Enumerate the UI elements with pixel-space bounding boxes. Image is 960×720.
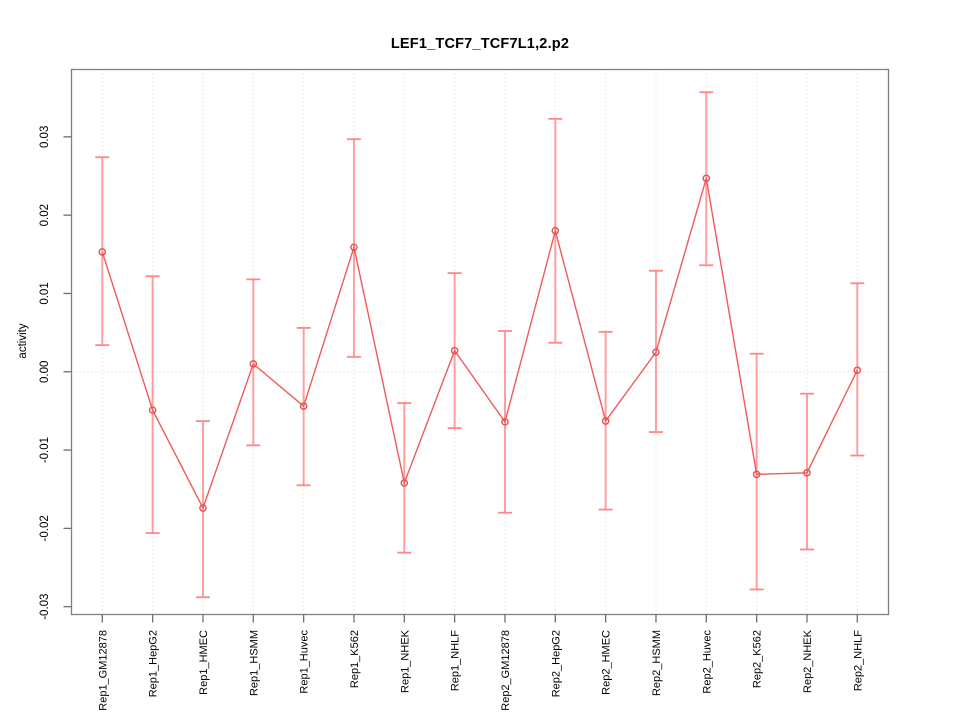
data-point <box>551 227 560 235</box>
x-tick-label: Rep2_HSMM <box>651 630 663 696</box>
y-axis: -0.03 -0.02 -0.01 0.00 0.01 0.02 0.03 <box>39 126 72 620</box>
y-tick-label: 0.00 <box>39 361 51 383</box>
gridlines <box>71 69 889 615</box>
plot-border <box>70 68 890 616</box>
data-point <box>652 348 660 356</box>
y-tick-label: -0.03 <box>39 594 51 620</box>
y-tick-label: 0.02 <box>39 204 51 226</box>
data-point <box>249 360 258 368</box>
data-point <box>803 468 811 477</box>
data-point <box>199 504 207 512</box>
x-axis: Rep1_GM12878 Rep1_HepG2 Rep1_HMEC Rep1_HSMM… <box>97 614 864 711</box>
x-tick-label: Rep1_NHLF <box>450 630 462 691</box>
x-tick-label: Rep2_NHEK <box>802 629 814 693</box>
x-tick-label: Rep1_K562 <box>349 630 361 688</box>
chart-title: LEF1_TCF7_TCF7L1,2.p2 <box>390 36 570 52</box>
data-point <box>350 243 358 252</box>
x-tick-label: Rep2_GM12878 <box>500 630 512 711</box>
y-tick-label: -0.01 <box>39 437 51 463</box>
data-point <box>853 366 862 374</box>
data-point <box>98 248 107 256</box>
data-point <box>752 470 761 479</box>
data-point <box>450 346 459 355</box>
data-point <box>702 174 711 183</box>
x-tick-label: Rep2_HMEC <box>601 630 613 695</box>
series-line <box>101 178 858 510</box>
x-tick-label: Rep1_NHEK <box>399 629 411 693</box>
x-tick-label: Rep1_HepG2 <box>148 630 160 697</box>
data-point <box>400 479 409 487</box>
x-tick-label: Rep1_HMEC <box>198 630 210 695</box>
x-tick-label: Rep1_HSMM <box>248 630 260 696</box>
x-tick-label: Rep2_K562 <box>752 630 764 688</box>
x-tick-label: Rep2_Huvec <box>701 630 713 694</box>
x-tick-label: Rep1_Huvec <box>299 630 311 694</box>
data-point <box>501 418 509 426</box>
y-tick-label: 0.03 <box>39 126 51 148</box>
y-tick-label: 0.01 <box>39 282 51 304</box>
x-tick-label: Rep2_HepG2 <box>550 630 562 697</box>
data-point <box>299 402 308 411</box>
y-tick-label: -0.02 <box>39 515 51 541</box>
data-point <box>148 406 157 414</box>
data-point <box>601 417 610 425</box>
x-tick-label: Rep2_NHLF <box>852 630 864 691</box>
x-tick-label: Rep1_GM12878 <box>97 630 109 711</box>
error-bars <box>95 91 865 599</box>
data-points <box>98 174 862 512</box>
